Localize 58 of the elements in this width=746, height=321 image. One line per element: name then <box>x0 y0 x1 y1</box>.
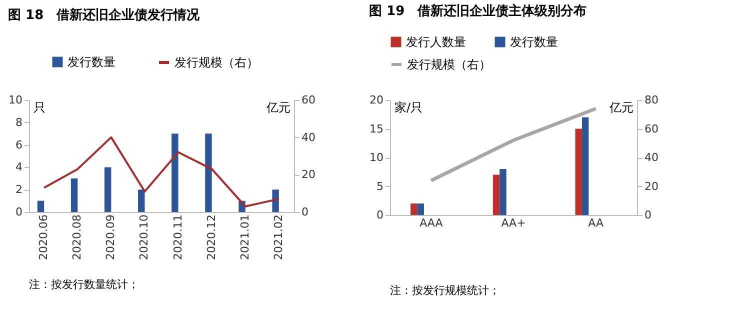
y2-axis-title: 亿元 <box>266 100 290 114</box>
y-tick-label: 8 <box>16 116 22 129</box>
x-tick-label: AA+ <box>501 216 526 230</box>
legend-label: 发行规模（右） <box>174 56 258 70</box>
text: 注：按发行规模统计； <box>390 284 500 297</box>
x-tick-label: 2020.11 <box>171 214 184 260</box>
legend-label: 发行数量 <box>68 55 116 69</box>
bar <box>410 204 418 215</box>
bar <box>500 169 506 215</box>
x-tick-label: 2020.10 <box>138 214 151 260</box>
bar <box>172 134 178 212</box>
line-series <box>43 136 280 208</box>
bar <box>70 178 78 212</box>
y-tick-label: 20 <box>370 94 384 106</box>
x-tick-label: AAA <box>420 216 444 230</box>
bar <box>417 204 424 215</box>
bar <box>492 174 500 215</box>
y-axis-title: 只 <box>34 100 46 114</box>
y2-tick-label: 60 <box>644 122 658 136</box>
y-axis-title: 家/只 <box>394 100 423 114</box>
y2-tick-label: 80 <box>644 94 658 106</box>
bar <box>104 167 112 212</box>
legend-label: 发行数量 <box>510 35 558 49</box>
x-tick-label: 2020.12 <box>204 214 218 260</box>
y-tick-label: 0 <box>16 206 22 218</box>
y2-tick-label: 20 <box>644 180 658 193</box>
y2-tick-label: 40 <box>644 151 658 164</box>
y-tick-label: 2 <box>16 183 22 196</box>
bar <box>37 200 44 212</box>
bar <box>575 128 582 215</box>
y2-tick-label: 40 <box>302 130 316 144</box>
chart-title: 图 18 借新还旧企业债发行情况 <box>8 7 201 23</box>
y-tick-label: 4 <box>16 160 22 174</box>
y-tick-label: 5 <box>376 180 384 193</box>
bar <box>205 134 212 212</box>
bar <box>582 117 589 215</box>
x-tick-label: 2021.02 <box>272 214 285 260</box>
chart-title: 图 19 借新还旧企业债主体级别分布 <box>369 3 587 19</box>
x-tick-label: 2020.09 <box>104 214 118 260</box>
x-tick-label: 2020.06 <box>37 214 50 260</box>
y2-tick-label: 60 <box>302 94 316 106</box>
y-tick-label: 6 <box>16 138 22 152</box>
bar <box>138 190 145 212</box>
text: 注：按发行数量统计； <box>29 278 139 291</box>
x-tick-label: 2021.01 <box>238 214 252 260</box>
y2-tick-label: 0 <box>644 208 652 222</box>
x-tick-label: 2020.08 <box>70 214 84 260</box>
y2-axis-title: 亿元 <box>608 100 634 114</box>
legend-label: 发行规模（右） <box>407 58 491 72</box>
y2-tick-label: 0 <box>302 206 308 218</box>
y-tick-label: 10 <box>370 151 384 164</box>
y-tick-label: 15 <box>370 122 384 136</box>
bar <box>272 190 279 212</box>
legend-label: 发行人数量 <box>406 35 466 49</box>
y-tick-label: 0 <box>376 208 384 222</box>
x-tick-label: AA <box>588 216 604 230</box>
y2-tick-label: 20 <box>302 168 316 182</box>
y-tick-label: 10 <box>8 94 22 106</box>
